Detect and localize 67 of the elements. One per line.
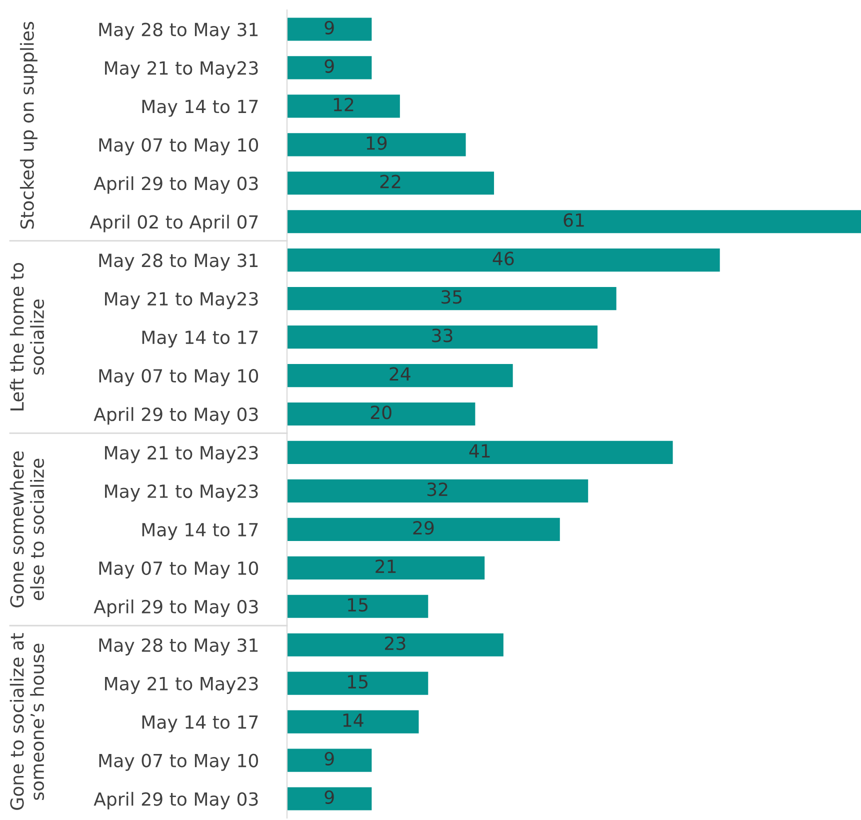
bar <box>287 672 428 695</box>
y-axis-title: Stocked up on supplies <box>20 22 38 229</box>
data-label: 9 <box>324 20 334 34</box>
bar <box>287 287 616 310</box>
bar <box>287 18 372 41</box>
y-tick-label: May 21 to May23 <box>105 292 258 310</box>
bar <box>287 710 419 734</box>
data-label: 29 <box>413 521 434 535</box>
y-tick-label: April 02 to April 07 <box>90 214 258 232</box>
bar <box>287 479 588 502</box>
bar <box>287 248 720 272</box>
data-label: 9 <box>324 790 334 804</box>
data-label: 19 <box>366 136 387 150</box>
data-label: 35 <box>442 290 462 304</box>
y-tick-label: May 21 to May23 <box>105 484 258 502</box>
y-tick-label: May 07 to May 10 <box>99 754 258 771</box>
y-axis-title: Gone somewhere else to socialize <box>10 451 44 608</box>
bar <box>287 326 598 349</box>
bar <box>287 556 485 580</box>
y-tick-label: May 07 to May 10 <box>99 138 258 156</box>
y-tick-label: May 14 to 17 <box>142 100 258 117</box>
data-label: 12 <box>334 98 354 112</box>
data-label: 15 <box>348 675 368 689</box>
data-label: 9 <box>324 752 334 766</box>
bar <box>287 787 372 810</box>
bar <box>287 94 400 118</box>
y-tick-label: May 28 to May 31 <box>99 638 258 656</box>
y-tick-label: May 14 to 17 <box>142 523 258 540</box>
bar <box>287 133 466 156</box>
data-label: 33 <box>432 328 452 342</box>
bar <box>287 364 513 388</box>
data-label: 61 <box>564 213 584 227</box>
y-tick-label: May 21 to May23 <box>105 676 258 694</box>
data-label: 14 <box>343 714 364 727</box>
data-label: 9 <box>324 59 334 73</box>
data-label: 22 <box>380 174 400 188</box>
bar <box>287 518 560 541</box>
y-tick-label: May 14 to 17 <box>142 330 258 348</box>
y-axis-title: Left the home to socialize <box>10 262 44 410</box>
y-tick-label: May 21 to May23 <box>105 446 258 464</box>
y-axis-title: Gone to socialize at someone’s house <box>10 633 44 810</box>
y-tick-label: April 29 to May 03 <box>94 600 258 617</box>
y-tick-label: April 29 to May 03 <box>94 407 258 425</box>
data-label: 15 <box>348 598 368 612</box>
y-tick-label: May 14 to 17 <box>142 716 258 732</box>
data-label: 24 <box>390 367 410 381</box>
data-label: 20 <box>370 406 392 420</box>
bar <box>287 594 428 618</box>
bar <box>287 56 372 80</box>
bar <box>287 633 504 656</box>
y-tick-label: May 28 to May 31 <box>99 22 258 40</box>
bar <box>287 748 372 772</box>
data-label: 23 <box>385 636 406 650</box>
bar <box>287 402 476 426</box>
bar <box>287 210 861 234</box>
data-label: 41 <box>469 444 490 458</box>
y-tick-label: April 29 to May 03 <box>94 792 258 810</box>
data-label: 46 <box>492 252 514 266</box>
y-tick-label: May 07 to May 10 <box>99 561 258 579</box>
data-label: 21 <box>376 559 396 573</box>
y-tick-label: May 28 to May 31 <box>99 254 258 271</box>
y-tick-label: April 29 to May 03 <box>94 176 258 194</box>
data-label: 32 <box>427 482 448 496</box>
bar <box>287 440 673 464</box>
y-tick-label: May 21 to May23 <box>105 61 258 78</box>
bar <box>287 172 494 195</box>
y-tick-label: May 07 to May 10 <box>99 368 258 386</box>
